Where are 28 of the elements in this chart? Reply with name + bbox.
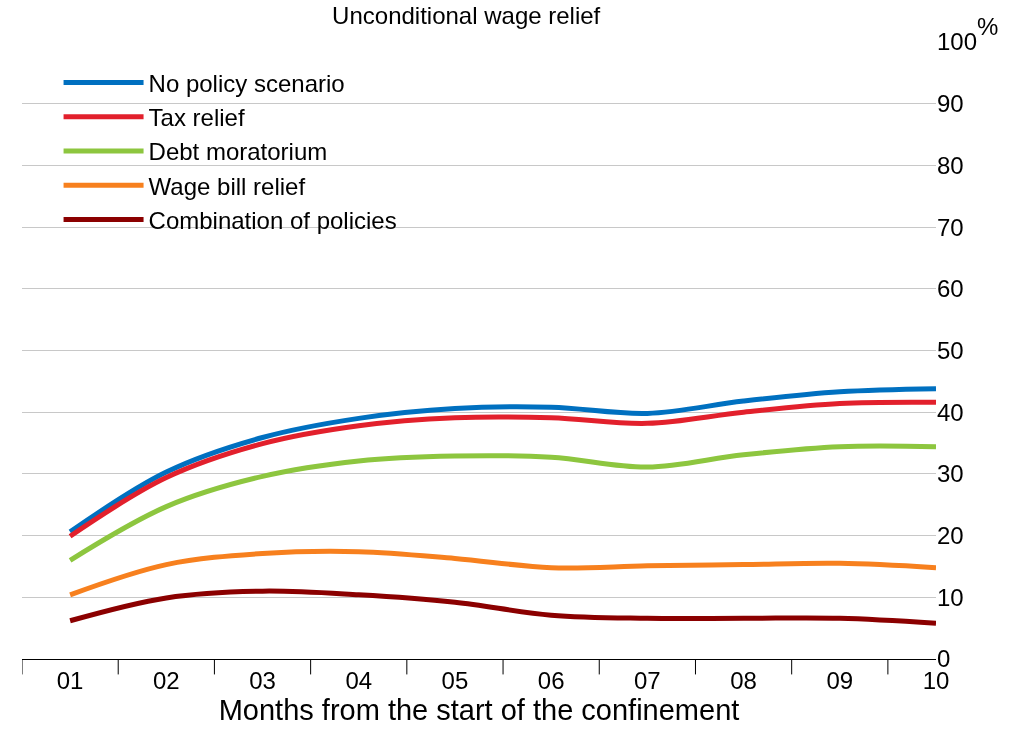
y-tick-label: 40 (937, 398, 964, 426)
legend-label: Tax relief (148, 104, 245, 132)
x-tick-label: 04 (345, 666, 373, 694)
x-tick-label: 07 (634, 666, 661, 694)
y-tick-label: 50 (937, 336, 964, 364)
x-tick-label: 06 (537, 666, 565, 694)
x-tick-label: 05 (441, 666, 469, 694)
x-tick-label: 08 (730, 666, 757, 694)
x-tick-label: 09 (826, 666, 854, 694)
y-tick-label: 70 (937, 213, 964, 241)
legend-label: No policy scenario (148, 69, 345, 97)
x-tick-label: 01 (56, 666, 84, 694)
y-axis-title: % (977, 13, 999, 40)
y-tick-label: 60 (937, 275, 964, 303)
y-tick-label: 30 (937, 460, 964, 488)
legend-label: Debt moratorium (148, 138, 328, 166)
y-tick-label: 20 (937, 522, 964, 549)
y-tick-label: 0 (937, 645, 951, 673)
x-tick-label: 02 (152, 666, 180, 694)
x-tick-label: 03 (249, 666, 276, 694)
legend-label: Wage bill relief (148, 172, 306, 200)
x-axis-title: Months from the start of the confinement (218, 693, 740, 726)
y-tick-label: 80 (937, 151, 964, 179)
y-tick-label: 10 (937, 583, 964, 611)
chart-title: Unconditional wage relief (332, 2, 601, 30)
y-tick-label: 100 (937, 28, 978, 56)
y-tick-label: 90 (937, 90, 964, 118)
legend-label: Combination of policies (148, 206, 397, 234)
